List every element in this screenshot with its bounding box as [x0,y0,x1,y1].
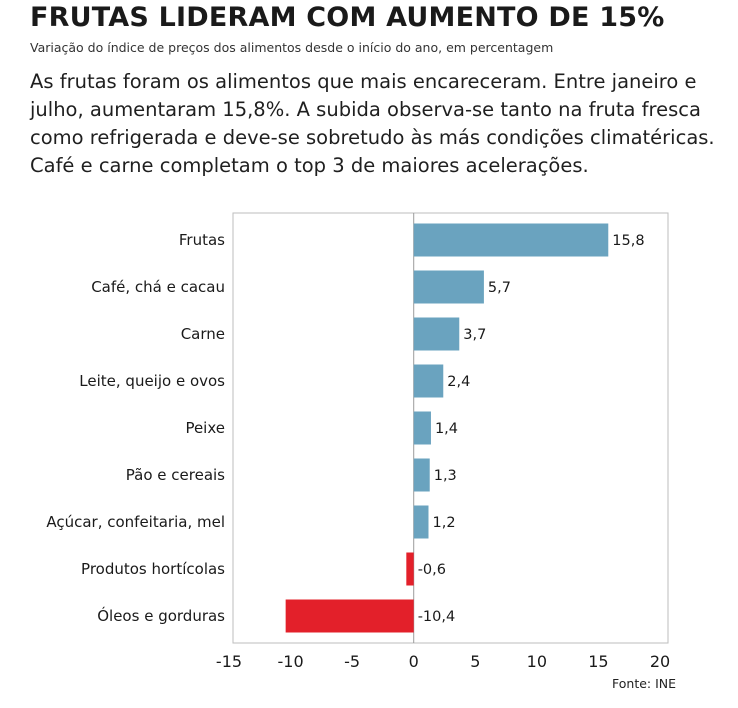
source-note: Fonte: INE [612,676,677,691]
lead-paragraph: As frutas foram os alimentos que mais en… [30,70,715,177]
x-tick-label: -5 [344,652,360,671]
data-label: -0,6 [418,562,446,578]
bar-6 [413,458,430,492]
data-label: 1,2 [432,515,455,531]
chart-title: FRUTAS LIDERAM COM AUMENTO DE 15% [30,2,665,33]
x-tick-label: 0 [409,652,419,671]
category-label: Café, chá e cacau [91,278,225,296]
x-tick-label: -10 [278,652,304,671]
plot-frame [232,212,669,644]
category-label: Carne [181,325,225,343]
x-tick-label: 5 [470,652,480,671]
x-tick-label: 20 [650,652,670,671]
x-tick-label: 15 [588,652,608,671]
category-label: Açúcar, confeitaria, mel [46,513,225,531]
bar-8 [406,552,414,586]
bar-3 [413,317,460,351]
bar-2 [413,270,484,304]
category-label: Pão e cereais [126,466,225,484]
data-label: 2,4 [447,374,470,390]
bar-9 [285,599,414,633]
data-label: -10,4 [418,609,456,625]
bar-7 [413,505,429,539]
bar-4 [413,364,444,398]
x-tick-label: 10 [527,652,547,671]
bar-5 [413,411,431,445]
chart-subtitle: Variação do índice de preços dos aliment… [30,40,554,55]
category-label: Óleos e gorduras [97,606,225,625]
data-label: 1,3 [434,468,457,484]
bar-1 [413,223,609,257]
category-label: Peixe [185,419,225,437]
x-tick-label: -15 [216,652,242,671]
data-label: 5,7 [488,280,511,296]
data-label: 1,4 [435,421,458,437]
data-label: 3,7 [463,327,486,343]
category-label: Produtos hortícolas [81,560,225,578]
data-label: 15,8 [612,233,644,249]
category-label: Frutas [179,231,225,249]
category-label: Leite, queijo e ovos [79,372,225,390]
